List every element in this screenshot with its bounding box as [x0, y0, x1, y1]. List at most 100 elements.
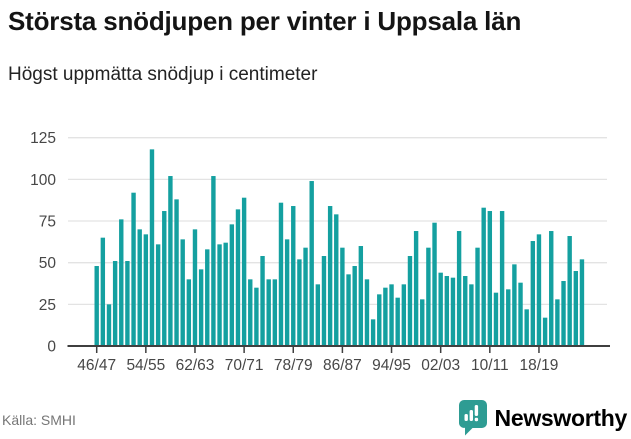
bar [493, 292, 499, 346]
bar [542, 317, 548, 346]
bar [137, 229, 142, 346]
bar [162, 211, 167, 346]
bar [573, 271, 579, 346]
bar [235, 209, 241, 346]
bar [186, 279, 192, 346]
snow-depth-chart: 0 25 50 75 100 125 46/47 54/55 62/63 70/71 78/79 86… [30, 130, 610, 374]
bar [536, 234, 542, 346]
bar [303, 247, 308, 346]
bar [149, 149, 155, 346]
bar [579, 259, 585, 346]
bar [241, 197, 247, 346]
y-axis-tick-label: 25 [39, 297, 56, 314]
x-axis-tick-label: 70/71 [225, 357, 264, 374]
bar [340, 247, 345, 346]
bar [168, 176, 173, 346]
bar [223, 242, 228, 346]
bar [413, 231, 419, 346]
bar [260, 256, 265, 346]
bar [524, 309, 529, 346]
bar [426, 247, 431, 346]
bar [248, 279, 253, 346]
bar [561, 281, 566, 346]
bar [217, 244, 222, 346]
x-axis-tick-label: 94/95 [372, 357, 411, 374]
bar [469, 284, 474, 346]
bar [94, 266, 99, 346]
bar [401, 284, 407, 346]
bar [100, 237, 106, 346]
bar [143, 234, 149, 346]
bar [327, 206, 333, 346]
bar [567, 236, 572, 346]
x-axis-tick-label: 46/47 [77, 357, 116, 374]
bar [125, 261, 130, 346]
x-axis-tick-label: 10/11 [471, 357, 509, 374]
source-label: Källa: SMHI [2, 412, 76, 428]
bar [487, 211, 493, 346]
bar [198, 269, 204, 346]
bar [463, 276, 468, 346]
bar [334, 214, 339, 346]
bar [346, 274, 351, 346]
page-subtitle: Högst uppmätta snödjup i centimeter [8, 64, 318, 85]
bar [475, 247, 480, 346]
x-axis-tick-label: 02/03 [421, 357, 460, 374]
bar [106, 304, 112, 346]
bar [432, 222, 437, 346]
bar [211, 176, 216, 346]
bar [370, 319, 376, 346]
bar [407, 256, 413, 346]
bar [530, 241, 536, 346]
bar [420, 299, 425, 346]
bar [383, 287, 388, 346]
bar [499, 211, 505, 346]
x-axis-tick-label: 54/55 [126, 357, 165, 374]
bar [272, 279, 278, 346]
bar [555, 299, 560, 346]
bar [352, 266, 357, 346]
bar [131, 192, 136, 346]
bar [358, 246, 364, 346]
bar [456, 231, 462, 346]
bar [321, 256, 327, 346]
x-axis-tick-label: 78/79 [274, 357, 313, 374]
y-axis-tick-label: 100 [30, 172, 56, 189]
bar [438, 272, 443, 346]
bar [229, 224, 235, 346]
bar [549, 231, 554, 346]
x-axis-tick-label: 62/63 [176, 357, 215, 374]
bar [284, 239, 290, 346]
bar [205, 249, 210, 346]
bar [174, 199, 179, 346]
bar [389, 284, 394, 346]
bar [315, 284, 321, 346]
bar [518, 282, 523, 346]
y-axis-tick-label: 125 [30, 130, 56, 147]
newsworthy-badge-icon [458, 400, 487, 436]
bar [364, 279, 370, 346]
bar [395, 297, 400, 346]
bar [254, 287, 259, 346]
bar [155, 244, 161, 346]
x-axis-tick-label: 86/87 [323, 357, 362, 374]
bar [297, 259, 302, 346]
bar [481, 207, 486, 346]
bar [377, 294, 382, 346]
newsworthy-logo: Newsworthy [458, 399, 627, 437]
bar [450, 277, 456, 346]
newsworthy-wordmark: Newsworthy [494, 404, 628, 431]
bar [266, 279, 271, 346]
x-axis-tick-label: 18/19 [520, 357, 559, 374]
bar [278, 202, 284, 346]
bar [180, 239, 185, 346]
bar [512, 264, 517, 346]
y-axis-tick-label: 75 [39, 214, 56, 231]
bar [112, 261, 118, 346]
y-axis-tick-label: 50 [39, 255, 57, 272]
chart-area: 0 25 50 75 100 125 46/47 54/55 62/63 70/71 78/79 86… [0, 118, 631, 388]
bar [291, 206, 296, 346]
page-title: Största snödjupen per vinter i Uppsala l… [8, 6, 522, 36]
bar [444, 276, 450, 346]
